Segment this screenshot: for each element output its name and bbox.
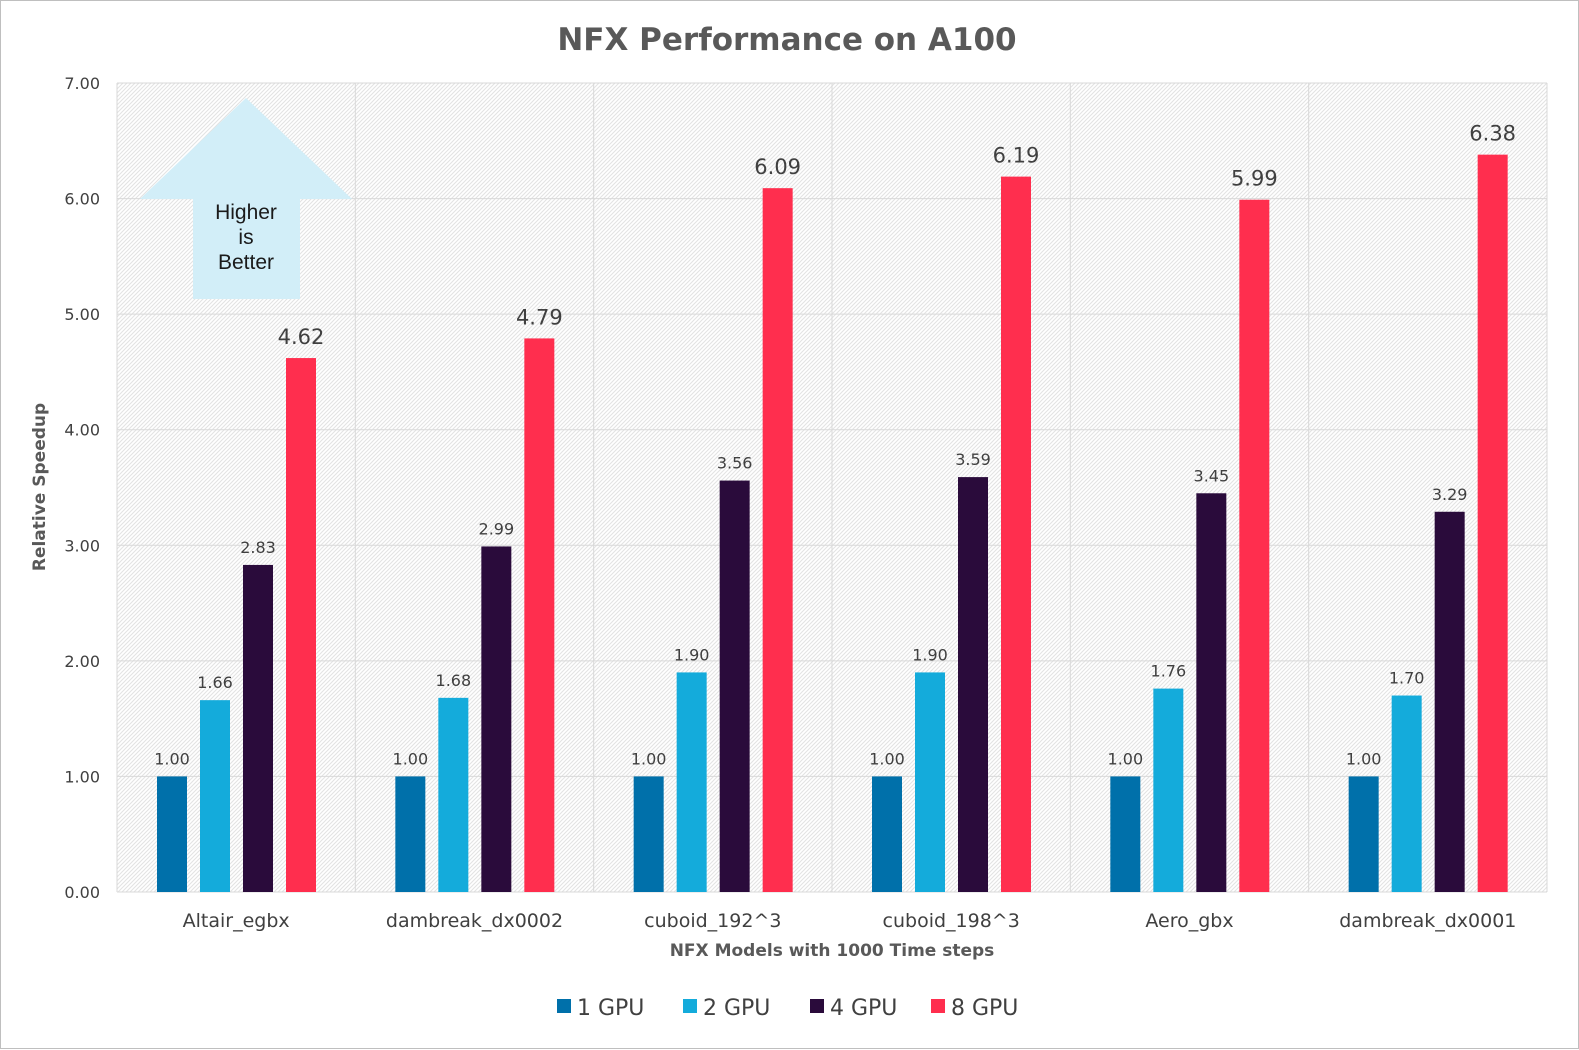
bar: [395, 776, 426, 892]
data-label: 1.00: [393, 749, 429, 768]
legend-swatch: [683, 999, 697, 1013]
data-label: 3.29: [1432, 485, 1468, 504]
legend-label: 4 GPU: [830, 996, 897, 1021]
bar: [1391, 695, 1422, 892]
bar: [676, 672, 707, 892]
data-label: 1.00: [1346, 749, 1382, 768]
bar: [915, 672, 945, 892]
x-tick-label: cuboid_198^3: [883, 910, 1020, 932]
data-label: 2.99: [479, 519, 515, 538]
bar: [872, 776, 902, 892]
chart-title: NFX Performance on A100: [557, 22, 1016, 58]
data-label: 6.09: [754, 155, 801, 179]
y-tick-label: 4.00: [64, 421, 100, 440]
legend-swatch: [810, 999, 824, 1013]
x-axis-ticks: Altair_egbx dambreak_dx0002 cuboid_192^3 cu…: [183, 910, 1517, 932]
data-label: 2.83: [240, 538, 276, 557]
data-label: 1.00: [1108, 749, 1144, 768]
data-label: 3.56: [717, 454, 753, 473]
bar: [200, 700, 230, 892]
bar: [1434, 511, 1465, 892]
data-label: 1.00: [869, 749, 905, 768]
legend-label: 1 GPU: [577, 996, 644, 1021]
data-label: 1.76: [1151, 662, 1187, 681]
x-tick-label: dambreak_dx0001: [1339, 910, 1516, 932]
bar: [157, 776, 187, 892]
data-label: 1.90: [912, 645, 948, 664]
bar: [1348, 776, 1379, 892]
legend-swatch: [931, 999, 945, 1013]
x-tick-label: dambreak_dx0002: [386, 910, 563, 932]
x-tick-label: cuboid_192^3: [644, 910, 781, 932]
bar: [1110, 776, 1141, 892]
legend-swatch: [557, 999, 571, 1013]
callout-line-1: Higher: [215, 201, 277, 224]
y-axis-ticks: 0.00 1.00 2.00 3.00 4.00 5.00 6.00 7.00: [64, 74, 100, 902]
legend: 1 GPU 2 GPU 4 GPU 8 GPU: [557, 996, 1018, 1021]
bar: [1477, 154, 1508, 892]
y-tick-label: 1.00: [64, 767, 100, 786]
bars: [157, 154, 1508, 893]
higher-is-better-callout: Higher is Better: [140, 98, 352, 299]
data-label: 3.59: [955, 450, 991, 469]
y-tick-label: 7.00: [64, 74, 100, 93]
bar: [243, 564, 273, 892]
bar: [438, 697, 469, 892]
bar: [1239, 199, 1270, 892]
bar: [524, 338, 555, 893]
legend-label: 2 GPU: [703, 996, 770, 1021]
up-arrow-icon: [140, 98, 352, 299]
bar: [633, 776, 664, 892]
data-label: 6.19: [993, 144, 1040, 168]
bar: [958, 477, 988, 892]
y-tick-label: 6.00: [64, 190, 100, 209]
data-label: 1.66: [197, 673, 233, 692]
bar: [481, 546, 512, 892]
callout-line-3: Better: [218, 251, 274, 274]
y-tick-label: 3.00: [64, 536, 100, 555]
data-label: 3.45: [1194, 466, 1230, 485]
bar: [762, 188, 793, 893]
x-axis-title: NFX Models with 1000 Time steps: [670, 941, 995, 961]
y-tick-label: 2.00: [64, 652, 100, 671]
data-label: 4.79: [516, 305, 563, 329]
data-label: 4.62: [278, 325, 325, 349]
data-label: 1.70: [1389, 669, 1425, 688]
y-tick-label: 0.00: [64, 883, 100, 902]
data-label: 6.38: [1469, 122, 1516, 146]
gridlines: [116, 82, 1548, 893]
data-label: 1.68: [436, 671, 472, 690]
y-axis-title: Relative Speedup: [30, 403, 50, 571]
callout-line-2: is: [238, 226, 253, 249]
y-tick-label: 5.00: [64, 305, 100, 324]
bar: [719, 480, 750, 892]
legend-label: 8 GPU: [951, 996, 1018, 1021]
x-tick-label: Altair_egbx: [183, 910, 290, 932]
data-labels: 1.00 1.66 2.83 4.62 1.00 1.68 2.99 4.79 1.00 1.90…: [154, 122, 1516, 769]
data-label: 1.00: [154, 749, 190, 768]
bar: [1001, 176, 1031, 892]
bar: [1196, 493, 1227, 892]
bar: [1153, 688, 1184, 892]
data-label: 1.90: [674, 645, 710, 664]
bar: [286, 358, 316, 892]
x-tick-label: Aero_gbx: [1145, 910, 1233, 932]
data-label: 5.99: [1231, 167, 1278, 191]
data-label: 1.00: [631, 749, 667, 768]
